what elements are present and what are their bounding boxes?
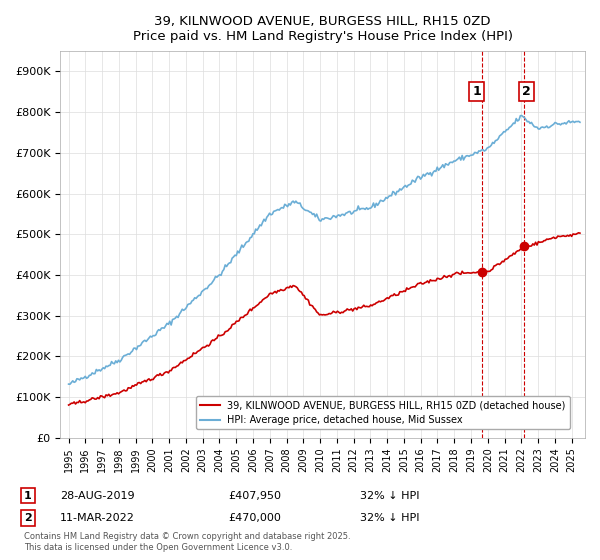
Text: 32% ↓ HPI: 32% ↓ HPI [360, 513, 419, 523]
Text: 28-AUG-2019: 28-AUG-2019 [60, 491, 134, 501]
Title: 39, KILNWOOD AVENUE, BURGESS HILL, RH15 0ZD
Price paid vs. HM Land Registry's Ho: 39, KILNWOOD AVENUE, BURGESS HILL, RH15 … [133, 15, 512, 43]
Text: 2: 2 [522, 85, 530, 99]
Text: 1: 1 [24, 491, 32, 501]
Text: 1: 1 [472, 85, 481, 99]
Legend: 39, KILNWOOD AVENUE, BURGESS HILL, RH15 0ZD (detached house), HPI: Average price: 39, KILNWOOD AVENUE, BURGESS HILL, RH15 … [196, 396, 569, 429]
Text: 2: 2 [24, 513, 32, 523]
Text: 32% ↓ HPI: 32% ↓ HPI [360, 491, 419, 501]
Text: Contains HM Land Registry data © Crown copyright and database right 2025.
This d: Contains HM Land Registry data © Crown c… [24, 532, 350, 552]
Text: £407,950: £407,950 [228, 491, 281, 501]
Text: 11-MAR-2022: 11-MAR-2022 [60, 513, 135, 523]
Text: £470,000: £470,000 [228, 513, 281, 523]
